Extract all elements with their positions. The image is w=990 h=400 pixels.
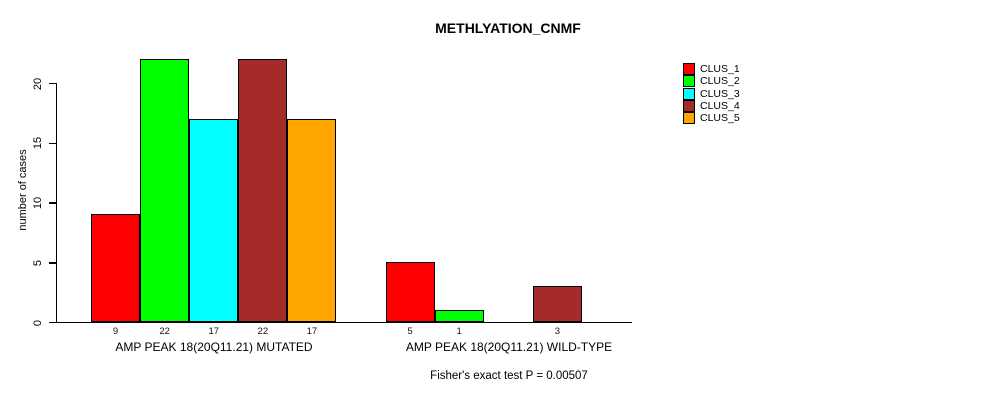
- legend-swatch-clus_5: [683, 112, 695, 125]
- y-tick-label: 0: [32, 319, 44, 326]
- legend-label-clus_2: CLUS_2: [700, 75, 740, 88]
- chart-title: METHLYATION_CNMF: [435, 20, 581, 36]
- bar: [238, 58, 288, 322]
- bar-value-label: 1: [456, 326, 462, 337]
- bar: [140, 58, 190, 322]
- y-tick: [48, 202, 56, 204]
- bar: [91, 214, 141, 322]
- group-label-mutated: AMP PEAK 18(20Q11.21) MUTATED: [115, 340, 313, 354]
- legend-label-clus_1: CLUS_1: [700, 63, 740, 75]
- y-tick-label: 10: [32, 197, 44, 210]
- y-tick: [48, 262, 56, 264]
- bar: [287, 118, 337, 322]
- y-tick: [48, 322, 56, 324]
- legend-label-clus_4: CLUS_4: [700, 99, 740, 112]
- legend-swatch-clus_4: [683, 99, 695, 112]
- legend-swatch-clus_3: [683, 87, 695, 100]
- x-axis-line: [55, 322, 632, 324]
- bar: [385, 262, 435, 322]
- legend-swatch-clus_2: [683, 75, 695, 88]
- bar-value-label: 22: [257, 326, 269, 337]
- y-tick-label: 20: [32, 77, 44, 90]
- bar: [189, 118, 239, 322]
- legend-swatch-clus_1: [683, 63, 695, 75]
- y-axis-line: [55, 83, 57, 324]
- y-tick: [48, 82, 56, 85]
- y-tick-label: 15: [32, 137, 44, 150]
- y-axis-label: number of cases: [17, 149, 29, 231]
- bar-value-label: 3: [554, 326, 560, 337]
- group-label-wildtype: AMP PEAK 18(20Q11.21) WILD-TYPE: [405, 340, 613, 354]
- y-tick: [48, 142, 56, 145]
- fisher-test-annotation: Fisher's exact test P = 0.00507: [430, 370, 588, 382]
- bar-value-label: 17: [208, 326, 220, 337]
- y-tick-label: 5: [32, 259, 44, 266]
- bar: [434, 310, 484, 322]
- legend-label-clus_3: CLUS_3: [700, 87, 740, 100]
- bar-value-label: 22: [159, 326, 170, 337]
- bar-value-label: 5: [407, 326, 413, 337]
- legend-label-clus_5: CLUS_5: [700, 112, 740, 125]
- bar-value-label: 9: [112, 326, 119, 337]
- bar: [532, 286, 582, 322]
- bar-value-label: 17: [306, 326, 318, 337]
